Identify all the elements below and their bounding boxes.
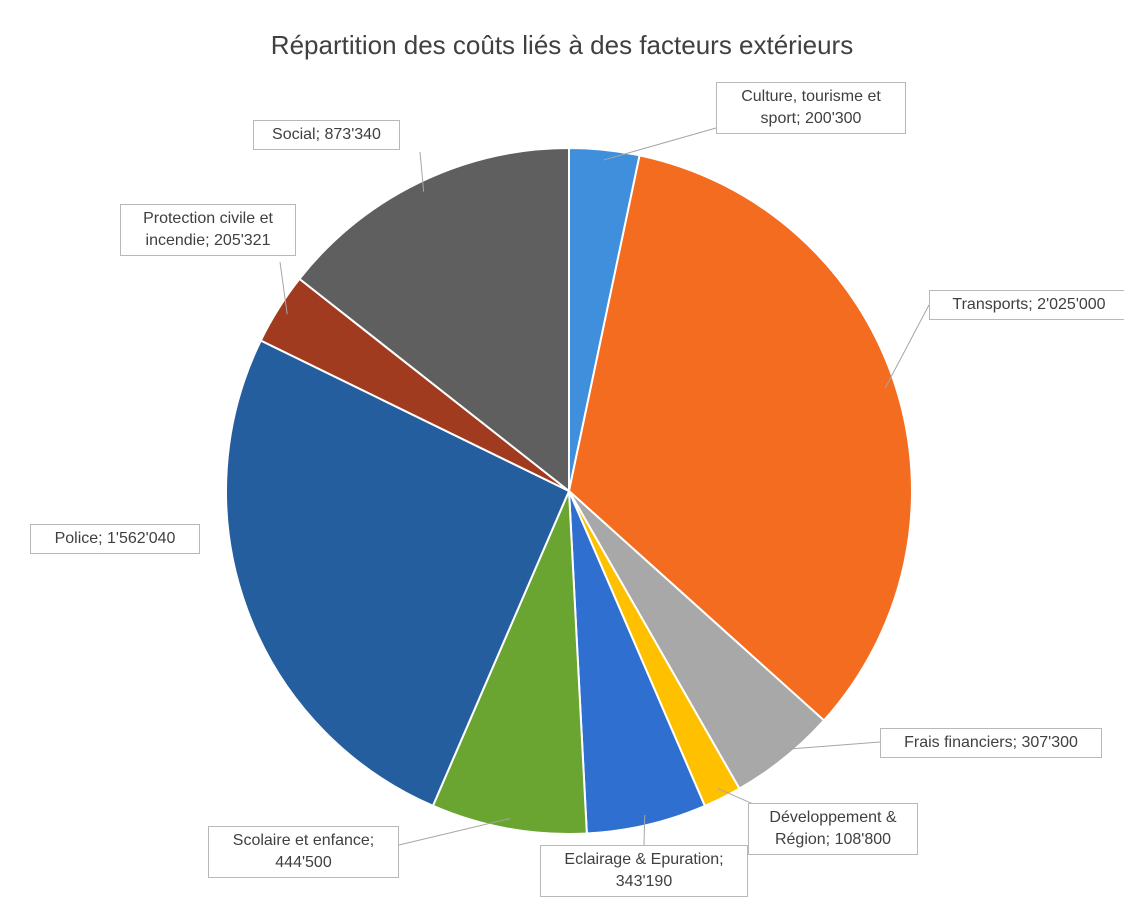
leader-line [777, 741, 881, 751]
data-label: Eclairage & Epuration; 343'190 [540, 845, 748, 897]
data-label: Frais financiers; 307'300 [880, 728, 1102, 758]
leader-line [643, 814, 646, 846]
data-label: Police; 1'562'040 [30, 524, 200, 554]
chart-title: Répartition des coûts liés à des facteur… [270, 30, 854, 60]
leader-line [603, 127, 717, 161]
pie-slice [431, 490, 588, 835]
leader-line [884, 304, 930, 389]
pie-slice [225, 339, 571, 808]
data-label: Social; 873'340 [253, 120, 400, 150]
data-label: Transports; 2'025'000 [929, 290, 1124, 320]
leader-line [398, 817, 511, 846]
leader-line [419, 151, 425, 192]
data-label: Scolaire et enfance; 444'500 [208, 826, 399, 878]
pie-slice [567, 154, 913, 722]
data-label: Développement & Région; 108'800 [748, 803, 918, 855]
leader-line [279, 261, 288, 315]
data-label: Protection civile et incendie; 205'321 [120, 204, 296, 256]
data-label: Culture, tourisme et sport; 200'300 [716, 82, 906, 134]
pie-slice [298, 146, 570, 494]
